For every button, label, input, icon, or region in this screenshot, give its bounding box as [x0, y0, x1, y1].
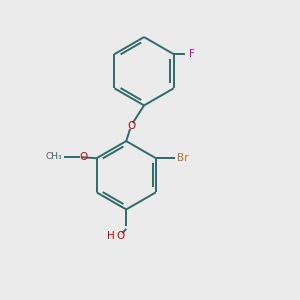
- Text: CH₃: CH₃: [46, 152, 62, 161]
- Text: O: O: [79, 152, 87, 162]
- Text: Br: Br: [177, 153, 189, 163]
- Text: O: O: [117, 231, 125, 241]
- Text: F: F: [188, 49, 194, 59]
- Text: O: O: [128, 121, 136, 131]
- Text: H: H: [106, 231, 114, 241]
